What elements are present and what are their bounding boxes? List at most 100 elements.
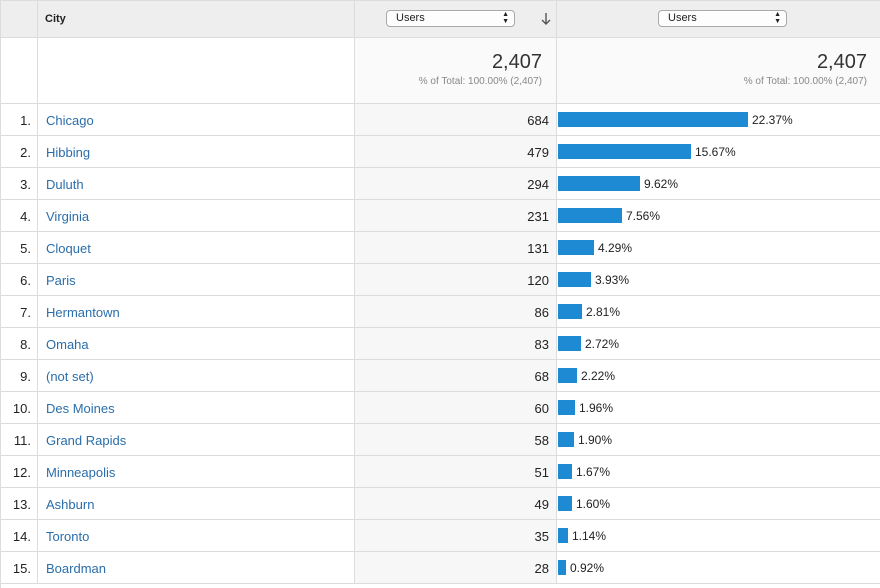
row-bar-cell: 1.90% (556, 424, 880, 455)
users-value: 294 (527, 177, 549, 192)
city-link[interactable]: Des Moines (46, 401, 115, 416)
row-index-cell: 5. (1, 232, 37, 263)
totals-value-cell: 2,407 % of Total: 100.00% (2,407) (354, 38, 556, 103)
totals-index-cell (1, 38, 37, 103)
row-users-cell: 479 (354, 136, 556, 167)
row-index-cell: 9. (1, 360, 37, 391)
row-index-cell: 13. (1, 488, 37, 519)
totals-row: 2,407 % of Total: 100.00% (2,407) 2,407 … (1, 38, 880, 104)
row-index-cell: 1. (1, 104, 37, 135)
percentage-label: 1.14% (572, 529, 607, 543)
row-city-cell: Paris (37, 264, 354, 295)
row-index: 5. (20, 241, 31, 256)
row-city-cell: Omaha (37, 328, 354, 359)
city-link[interactable]: Grand Rapids (46, 433, 127, 448)
percentage-label: 0.92% (570, 561, 605, 575)
users-value: 35 (534, 529, 549, 544)
row-users-cell: 294 (354, 168, 556, 199)
percentage-label: 2.22% (581, 369, 616, 383)
city-link[interactable]: (not set) (46, 369, 94, 384)
row-users-cell: 131 (354, 232, 556, 263)
row-city-cell: Des Moines (37, 392, 354, 423)
row-bar-cell: 22.37% (556, 104, 880, 135)
table-row: 12. Minneapolis 51 1.67% (1, 456, 880, 488)
percentage-bar (558, 560, 566, 575)
row-index: 11. (13, 433, 31, 448)
table-row: 14. Toronto 35 1.14% (1, 520, 880, 552)
table-row: 9. (not set) 68 2.22% (1, 360, 880, 392)
row-city-cell: Grand Rapids (37, 424, 354, 455)
percentage-bar (558, 176, 640, 191)
percentage-label: 2.72% (585, 337, 620, 351)
row-index: 6. (20, 273, 31, 288)
row-index: 15. (12, 561, 31, 576)
city-link[interactable]: Paris (46, 273, 76, 288)
city-link[interactable]: Cloquet (46, 241, 91, 256)
users-value: 83 (534, 337, 549, 352)
percentage-bar (558, 368, 577, 383)
row-index-cell: 4. (1, 200, 37, 231)
percentage-label: 1.96% (579, 401, 614, 415)
city-link[interactable]: Hermantown (46, 305, 120, 320)
table-row: 10. Des Moines 60 1.96% (1, 392, 880, 424)
city-link[interactable]: Minneapolis (46, 465, 116, 480)
percentage-bar (558, 144, 691, 159)
percentage-bar (558, 208, 622, 223)
row-city-cell: Toronto (37, 520, 354, 551)
row-index-cell: 12. (1, 456, 37, 487)
users-value: 49 (534, 497, 549, 512)
row-index: 13. (12, 497, 31, 512)
city-link[interactable]: Duluth (46, 177, 84, 192)
row-city-cell: Ashburn (37, 488, 354, 519)
metric-select-users[interactable]: Users ▲ ▼ (386, 10, 515, 27)
row-bar-cell: 3.93% (556, 264, 880, 295)
table-row: 1. Chicago 684 22.37% (1, 104, 880, 136)
metric-select-users-2[interactable]: Users ▲ ▼ (658, 10, 787, 27)
users-value: 58 (534, 433, 549, 448)
row-index: 10. (12, 401, 31, 416)
users-value: 68 (534, 369, 549, 384)
row-users-cell: 684 (354, 104, 556, 135)
row-bar-cell: 2.22% (556, 360, 880, 391)
row-index-cell: 8. (1, 328, 37, 359)
city-link[interactable]: Boardman (46, 561, 106, 576)
row-users-cell: 68 (354, 360, 556, 391)
city-link[interactable]: Ashburn (46, 497, 95, 512)
updown-chevron-icon: ▲ ▼ (774, 11, 781, 25)
users-value: 51 (534, 465, 549, 480)
metric-select-label-2: Users (668, 12, 697, 24)
percentage-label: 7.56% (626, 209, 661, 223)
percentage-bar (558, 112, 748, 127)
city-link[interactable]: Virginia (46, 209, 90, 224)
users-value: 479 (527, 145, 549, 160)
users-value: 86 (534, 305, 549, 320)
percentage-bar (558, 432, 574, 447)
percentage-label: 15.67% (695, 145, 736, 159)
row-city-cell: Duluth (37, 168, 354, 199)
row-bar-cell: 7.56% (556, 200, 880, 231)
table-row: 11. Grand Rapids 58 1.90% (1, 424, 880, 456)
city-link[interactable]: Hibbing (46, 145, 91, 160)
users-value: 28 (534, 561, 549, 576)
table-row: 6. Paris 120 3.93% (1, 264, 880, 296)
percentage-label: 22.37% (752, 113, 793, 127)
city-link[interactable]: Toronto (46, 529, 90, 544)
row-users-cell: 58 (354, 424, 556, 455)
row-index-cell: 7. (1, 296, 37, 327)
table-row: 4. Virginia 231 7.56% (1, 200, 880, 232)
row-index: 7. (20, 305, 31, 320)
row-bar-cell: 0.92% (556, 552, 880, 583)
table-row: 7. Hermantown 86 2.81% (1, 296, 880, 328)
city-link[interactable]: Chicago (46, 113, 94, 128)
totals-bar-cell: 2,407 % of Total: 100.00% (2,407) (556, 38, 880, 103)
row-bar-cell: 1.96% (556, 392, 880, 423)
city-header[interactable]: City (37, 1, 354, 37)
metric-select-label: Users (396, 12, 425, 24)
table-row: 2. Hibbing 479 15.67% (1, 136, 880, 168)
row-users-cell: 83 (354, 328, 556, 359)
arrow-down-icon[interactable] (540, 12, 552, 26)
row-bar-cell: 1.14% (556, 520, 880, 551)
users-value: 684 (527, 113, 549, 128)
city-link[interactable]: Omaha (46, 337, 89, 352)
updown-chevron-icon: ▲ ▼ (502, 11, 509, 25)
